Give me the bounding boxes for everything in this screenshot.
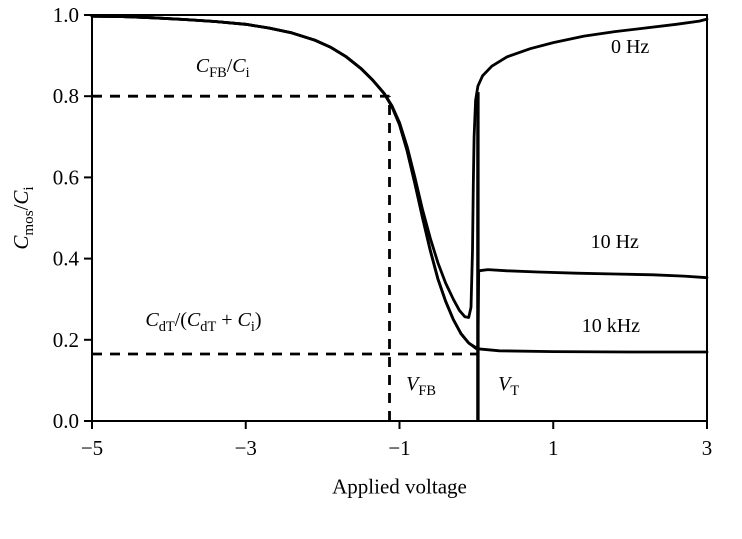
curve-10-khz bbox=[90, 14, 709, 354]
curve-10-hz bbox=[90, 14, 709, 350]
y-tick-label: 0.0 bbox=[53, 409, 79, 433]
x-axis-label: Applied voltage bbox=[332, 474, 467, 499]
plot-frame bbox=[91, 14, 708, 422]
label-vt: VT bbox=[498, 373, 520, 400]
label-0hz: 0 Hz bbox=[610, 36, 650, 59]
curve-0-hz bbox=[90, 14, 709, 319]
y-tick-label: 0.8 bbox=[53, 84, 79, 108]
x-tick-label: 3 bbox=[702, 436, 713, 460]
label-cdt: CdT/(CdT + Ci) bbox=[145, 308, 262, 335]
x-tick-label: −1 bbox=[388, 436, 410, 460]
x-tick-label: −3 bbox=[235, 436, 257, 460]
label-10khz: 10 kHz bbox=[581, 314, 641, 337]
y-tick-label: 1.0 bbox=[53, 3, 79, 27]
x-tick-label: −5 bbox=[81, 436, 103, 460]
x-tick-label: 1 bbox=[548, 436, 559, 460]
label-vfb: VFB bbox=[406, 373, 436, 400]
y-axis-label: Cmos/Ci bbox=[8, 186, 38, 250]
y-tick-label: 0.2 bbox=[53, 328, 79, 352]
y-tick-label: 0.6 bbox=[53, 165, 79, 189]
y-tick-label: 0.4 bbox=[53, 247, 80, 271]
label-cfb: CFB/Ci bbox=[195, 54, 250, 81]
label-10hz: 10 Hz bbox=[590, 231, 639, 254]
